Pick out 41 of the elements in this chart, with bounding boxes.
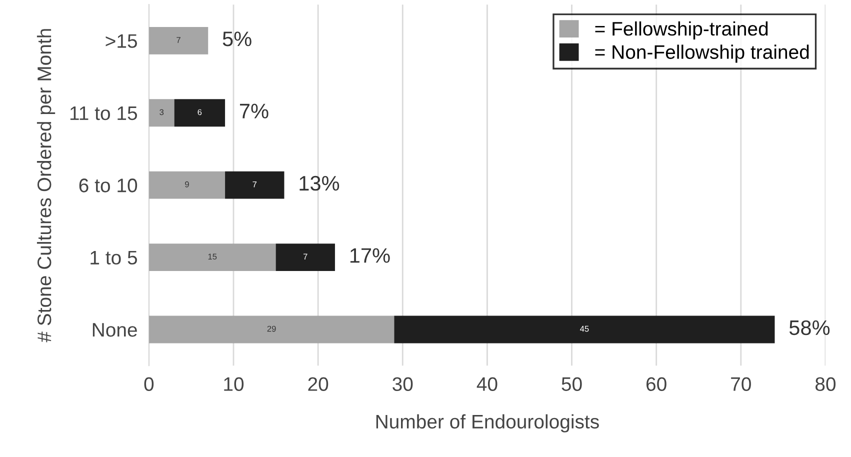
data-label: 7 — [252, 182, 257, 188]
legend-label: = Non-Fellowship trained — [595, 44, 809, 63]
x-tick-label: 40 — [476, 377, 498, 391]
bar — [148, 316, 394, 344]
data-label: 7 — [303, 254, 308, 260]
data-label: 3 — [160, 109, 164, 116]
y-axis-title: # Stone Cultures Ordered per Month — [36, 29, 56, 342]
y-tick-label: 11 to 15 — [70, 106, 138, 120]
bar — [148, 99, 174, 127]
x-tick-label: 30 — [392, 377, 413, 391]
x-tick-label: 0 — [144, 377, 154, 391]
bar — [148, 244, 276, 272]
legend-label: = Fellowship-trained — [595, 21, 768, 40]
x-tick-label: 20 — [308, 377, 328, 391]
y-tick-label: 6 to 10 — [79, 178, 138, 192]
annotation: 7% — [240, 104, 268, 118]
bar — [276, 244, 335, 272]
data-label: 6 — [198, 109, 202, 116]
x-tick-label: 80 — [816, 377, 836, 391]
annotation: 58% — [789, 320, 830, 336]
x-tick-label: 10 — [224, 377, 244, 391]
x-tick-label: 60 — [646, 377, 666, 391]
bar — [148, 171, 226, 199]
bar — [174, 99, 226, 127]
bar — [225, 171, 284, 199]
bar — [148, 26, 208, 54]
y-tick-label: 1 to 5 — [90, 250, 138, 265]
bar — [394, 316, 775, 344]
data-label: 15 — [208, 254, 217, 260]
x-tick-label: 50 — [562, 377, 582, 391]
annotation: 13% — [300, 176, 340, 191]
x-tick-label: 70 — [731, 377, 751, 391]
y-tick-label: >15 — [106, 34, 137, 48]
annotation: 5% — [222, 32, 252, 46]
annotation: 17% — [350, 248, 390, 263]
x-axis-title: Number of Endourologists — [376, 414, 599, 432]
data-label: 7 — [176, 37, 180, 43]
data-label: 45 — [580, 326, 589, 332]
data-label: 29 — [267, 326, 276, 332]
y-tick-label: None — [92, 323, 137, 337]
data-label: 9 — [185, 181, 189, 188]
